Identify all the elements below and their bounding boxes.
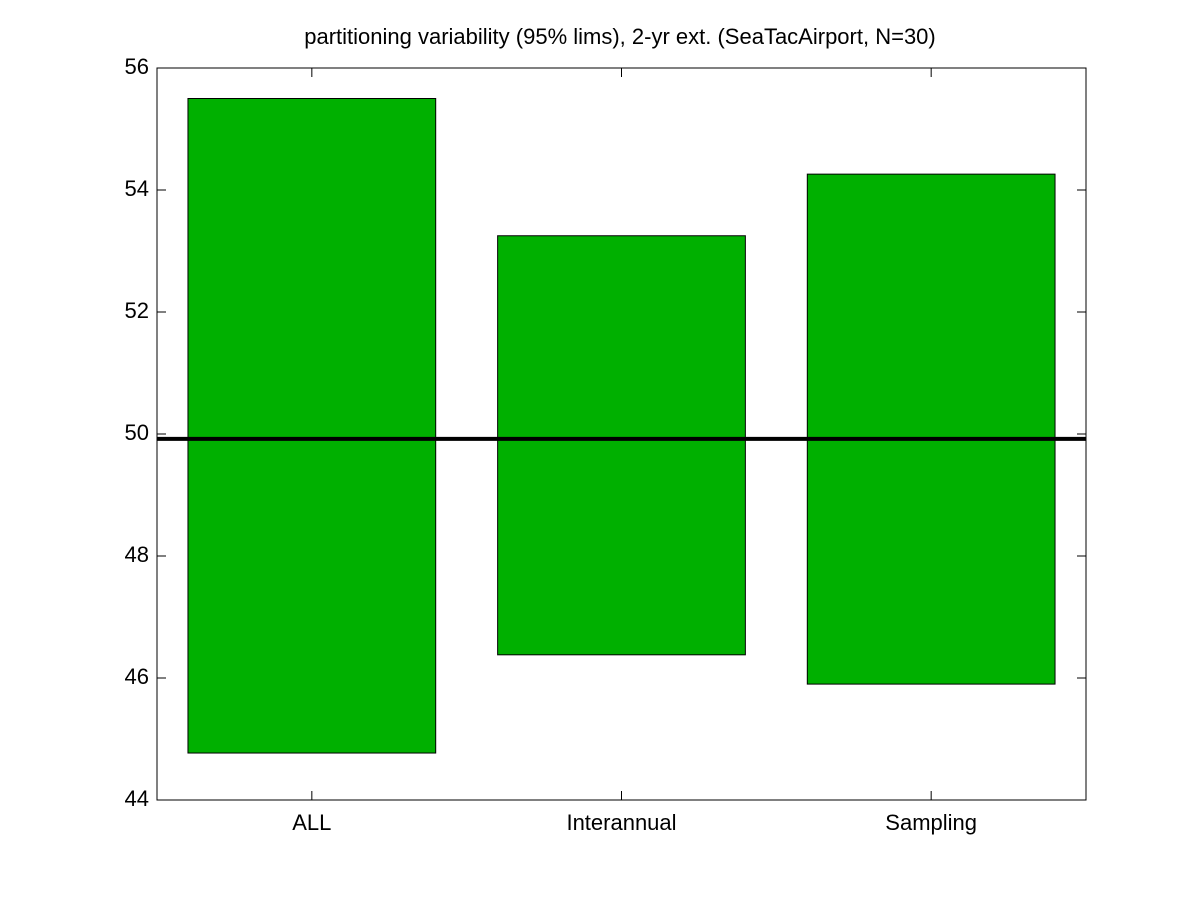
- bar: [187, 98, 437, 754]
- y-tick-label: 46: [125, 664, 149, 689]
- bar: [806, 173, 1056, 685]
- y-tick-label: 52: [125, 298, 149, 323]
- x-tick-label: Interannual: [566, 810, 676, 835]
- y-tick-label: 48: [125, 542, 149, 567]
- y-tick-label: 54: [125, 176, 149, 201]
- y-tick-label: 56: [125, 54, 149, 79]
- x-tick-label: Sampling: [885, 810, 977, 835]
- bar: [497, 235, 746, 656]
- x-tick-label: ALL: [292, 810, 331, 835]
- y-tick-label: 44: [125, 786, 149, 811]
- y-tick-label: 50: [125, 420, 149, 445]
- chart-title: partitioning variability (95% lims), 2-y…: [304, 24, 936, 49]
- plot-frame: [156, 67, 1087, 801]
